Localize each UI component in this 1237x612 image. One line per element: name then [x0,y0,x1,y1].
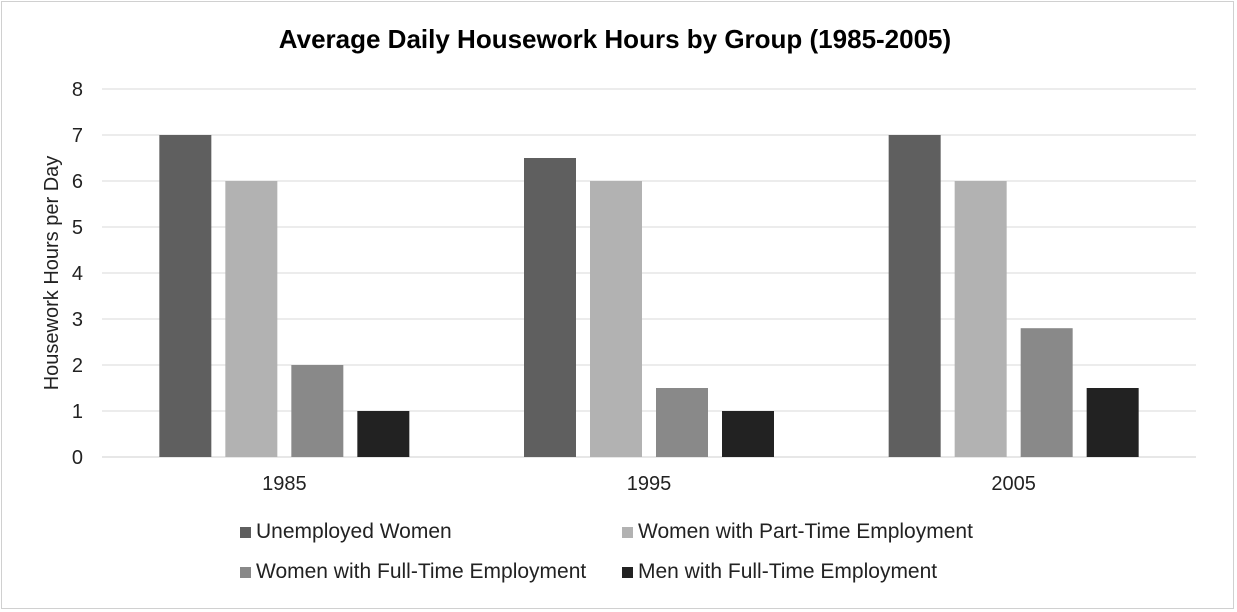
legend-swatch [622,526,633,538]
bar [1020,328,1073,457]
legend-swatch [622,566,633,578]
y-tick-label: 3 [72,309,83,331]
bar [656,388,708,457]
legend-item: Women with Part-Time Employment [622,520,973,544]
y-tick-label: 7 [72,125,83,147]
y-tick-label: 2 [72,355,83,377]
bar [1086,388,1139,457]
bar [225,181,278,457]
x-tick-label: 1995 [627,473,672,495]
bar [888,135,941,457]
chart-title: Average Daily Housework Hours by Group (… [278,24,952,54]
legend-label: Women with Full-Time Employment [256,560,587,583]
legend-swatch [240,526,251,538]
bar [590,181,642,457]
x-tick-label: 2005 [991,473,1036,495]
legend-item: Unemployed Women [240,520,452,544]
legend-label: Women with Part-Time Employment [638,520,973,543]
bar [524,158,576,457]
legend-swatch [240,566,251,578]
y-tick-label: 8 [72,79,83,101]
legend-label: Unemployed Women [256,520,452,543]
y-tick-label: 0 [72,447,83,469]
y-tick-label: 6 [72,171,83,193]
y-tick-label: 1 [72,401,83,423]
x-tick-label: 1985 [262,473,307,495]
bar [357,411,410,457]
bar [954,181,1007,457]
legend-label: Men with Full-Time Employment [638,560,938,583]
bar [159,135,212,457]
legend-item: Women with Full-Time Employment [240,560,586,584]
y-tick-label: 4 [72,263,83,285]
bar [291,365,344,457]
y-axis-label: Housework Hours per Day [41,156,63,391]
legend-item: Men with Full-Time Employment [622,560,937,584]
y-tick-label: 5 [72,217,83,239]
bar [722,411,774,457]
